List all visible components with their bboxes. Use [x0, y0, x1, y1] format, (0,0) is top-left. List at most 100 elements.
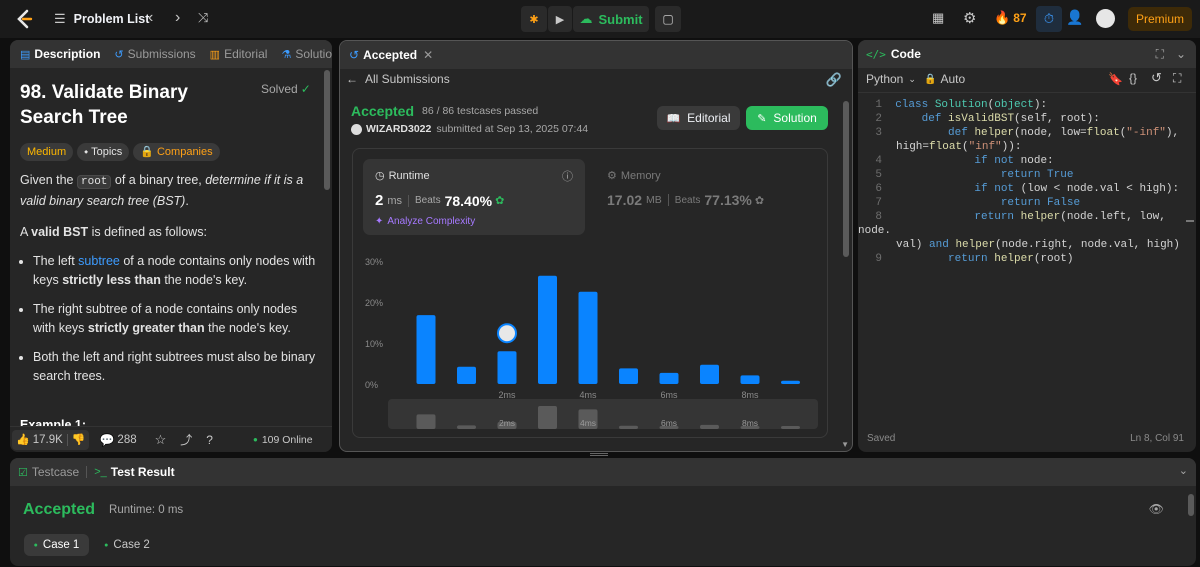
reset-icon[interactable]: ↺ — [1151, 70, 1162, 85]
thumbs-up-icon: 👍 — [16, 434, 30, 446]
avatar[interactable] — [1096, 9, 1115, 28]
mini-x-label: 6ms — [661, 418, 677, 428]
code-editor[interactable]: 1 class Solution(object): 2 def isValidB… — [858, 98, 1188, 266]
code-line: 4 if not node: — [875, 155, 1054, 167]
mini-x-label: 8ms — [742, 418, 758, 428]
tab-testcase[interactable]: Testcase — [31, 465, 80, 479]
check-circle-icon: ✓ — [300, 82, 311, 96]
editorial-button[interactable]: 📖 Editorial — [657, 106, 740, 130]
memory-card[interactable]: ⚙ Memory 17.02 MB Beats 77.13% ✿ — [597, 159, 817, 235]
submit-button[interactable]: ☁ Submit — [573, 6, 649, 32]
test-scrollbar[interactable] — [1188, 494, 1194, 516]
prev-problem-icon[interactable]: ‹ — [148, 9, 154, 26]
submitter-info: WIZARD3022 submitted at Sep 13, 2025 07:… — [351, 123, 588, 135]
list-item: The left subtree of a node contains only… — [33, 252, 322, 290]
info-icon[interactable]: ⓘ — [562, 171, 573, 183]
layout-grid-icon[interactable]: ▦ — [932, 10, 945, 25]
case-1-tab[interactable]: ● Case 1 — [24, 534, 89, 556]
test-panel: ☑ Testcase >_ Test Result ⌄ Accepted Run… — [10, 458, 1196, 566]
memory-unit: MB — [646, 194, 662, 206]
performance-card: ◷ Runtime ⓘ 2 ms Beats 78.40% ✿ ✦ Analyz… — [352, 148, 828, 438]
mini-bar — [659, 426, 679, 429]
next-problem-icon[interactable]: › — [175, 9, 181, 26]
tab-submissions[interactable]: Submissions — [127, 47, 196, 61]
settings-gear-icon[interactable]: ⚙ — [963, 10, 977, 27]
mini-bar — [497, 422, 517, 429]
username[interactable]: WIZARD3022 — [366, 123, 432, 135]
leetcode-logo[interactable] — [14, 8, 34, 30]
bookmark-icon[interactable]: 🔖 — [1108, 72, 1123, 86]
all-submissions-link[interactable]: ← All Submissions — [346, 72, 450, 86]
subtree-link[interactable]: subtree — [78, 254, 120, 268]
description-icon: ▤ — [20, 48, 31, 61]
editorial-icon: ▥ — [209, 48, 221, 61]
share-icon[interactable]: ⤴ — [180, 433, 193, 447]
collapse-icon[interactable]: ⌄ — [1175, 47, 1186, 61]
solution-button[interactable]: ✎ Solution — [746, 106, 828, 130]
tab-description[interactable]: Description — [34, 47, 101, 61]
topics-tag[interactable]: ⬩ Topics — [77, 143, 130, 161]
chart-bar — [457, 366, 476, 384]
help-icon[interactable]: ? — [206, 432, 213, 447]
tab-editorial[interactable]: Editorial — [224, 47, 268, 61]
definition-list: The left subtree of a node contains only… — [20, 252, 322, 386]
case-2-label: Case 2 — [113, 539, 150, 551]
tab-test-result[interactable]: Test Result — [110, 465, 175, 479]
collapse-panel-icon[interactable]: ⌄ — [1178, 465, 1188, 477]
bst-definition: A valid BST is defined as follows: — [20, 225, 207, 239]
runtime-label: Runtime — [388, 169, 430, 182]
auto-mode[interactable]: 🔒 Auto — [924, 72, 965, 86]
submission-tabs: ↺ Accepted ✕ — [340, 41, 852, 69]
online-dot-icon: ● — [252, 435, 258, 444]
notes-button[interactable]: ▢ — [655, 6, 681, 32]
list-item: Both the left and right subtrees must al… — [33, 348, 322, 386]
x-tick-label: 4ms — [579, 390, 597, 400]
like-button[interactable]: 👍 17.9K 👎 — [12, 429, 90, 450]
user-avatar[interactable] — [351, 123, 362, 135]
scroll-down-icon[interactable]: ▼ — [841, 440, 849, 449]
resize-handle[interactable] — [590, 453, 608, 456]
analyze-label: Analyze Complexity — [387, 216, 476, 227]
comment-icon[interactable]: 💬 — [99, 432, 115, 447]
maximize-icon[interactable]: ⛶ — [1155, 47, 1164, 61]
companies-tag[interactable]: 🔒 Companies — [133, 143, 220, 161]
runtime-card[interactable]: ◷ Runtime ⓘ 2 ms Beats 78.40% ✿ ✦ Analyz… — [363, 159, 585, 235]
format-braces-icon[interactable]: {} — [1129, 71, 1138, 85]
tab-solutions[interactable]: Solutions — [295, 47, 332, 61]
sparkle-icon: ✿ — [495, 195, 505, 207]
likes-count: 17.9K — [32, 433, 63, 446]
premium-button[interactable]: Premium — [1128, 7, 1192, 31]
list-item: The right subtree of a node contains onl… — [33, 300, 322, 338]
timer-button[interactable]: ⏱ — [1036, 6, 1062, 32]
debug-button[interactable]: ✱ — [521, 6, 547, 32]
problem-list-button[interactable]: ☰ Problem List — [54, 11, 149, 27]
analyze-complexity-link[interactable]: ✦ Analyze Complexity — [375, 216, 475, 227]
difficulty-badge[interactable]: Medium — [20, 143, 74, 161]
eye-icon[interactable]: 👁 — [1148, 502, 1164, 516]
sparkle-icon: ✿ — [754, 194, 765, 207]
mini-bar — [578, 409, 598, 429]
close-icon[interactable]: ✕ — [423, 48, 434, 62]
add-friend-icon[interactable]: 👤 — [1066, 9, 1084, 25]
problem-list-label: Problem List — [73, 12, 150, 26]
submission-scrollbar[interactable] — [843, 101, 849, 257]
star-icon[interactable]: ☆ — [154, 431, 167, 447]
tab-accepted[interactable]: Accepted — [363, 48, 418, 62]
shuffle-icon[interactable]: ⤨ — [198, 10, 209, 25]
link-icon[interactable]: 🔗 — [825, 72, 842, 87]
thumbs-down-icon[interactable]: 👎 — [71, 434, 86, 446]
description-tabs: ▤ Description ↺ Submissions ▥ Editorial … — [10, 40, 332, 68]
fullscreen-icon[interactable]: ⛶ — [1173, 71, 1182, 85]
comments-count[interactable]: 288 — [117, 433, 137, 446]
description-scrollbar[interactable] — [324, 70, 330, 190]
run-button[interactable]: ▶ — [548, 6, 572, 32]
code-line: 8 return helper(node.left, low, node. — [858, 211, 1166, 237]
x-tick-label: 8ms — [741, 390, 759, 400]
online-count: 109 Online — [261, 433, 313, 446]
streak-counter[interactable]: 🔥 87 — [994, 10, 1027, 26]
clock-icon: ◷ — [375, 170, 385, 182]
case-2-tab[interactable]: ● Case 2 — [97, 534, 157, 556]
runtime-distribution-chart[interactable]: 30% 20% 10% 0% 2ms 4ms 6ms 8ms 2ms 4ms 6ms 8ms — [353, 239, 827, 439]
language-select[interactable]: Python ⌄ — [866, 72, 916, 86]
solved-badge: Solved ✓ — [261, 80, 311, 99]
